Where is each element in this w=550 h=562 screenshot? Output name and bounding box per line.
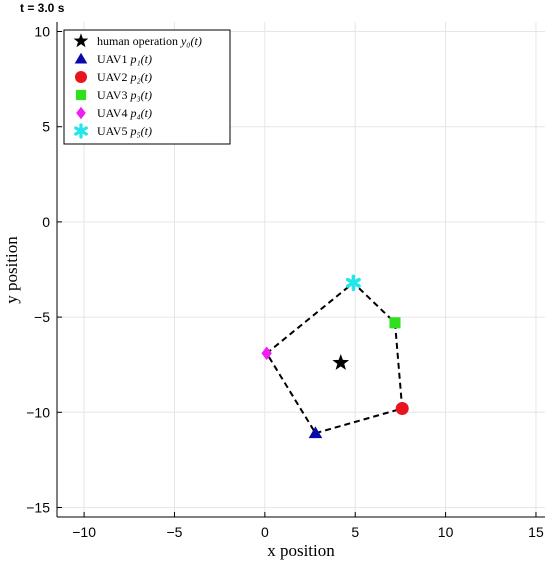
- x-tick-label: 15: [528, 524, 544, 540]
- marker-uav4: [261, 346, 272, 361]
- y-tick-label: 0: [42, 214, 50, 230]
- y-tick-label: 10: [34, 24, 50, 40]
- y-tick-label: 5: [42, 119, 50, 135]
- marker-human-operation-shape: [332, 353, 350, 370]
- legend-label-uav4: UAV4 p₄(t): [97, 106, 152, 120]
- legend-marker-uav1-shape: [74, 52, 88, 64]
- x-tick-label: 10: [438, 524, 454, 540]
- marker-uav1-shape: [308, 426, 323, 439]
- legend-marker-uav4: [76, 106, 86, 120]
- legend-marker-uav5-stroke: [74, 126, 88, 136]
- legend-label-uav3: UAV3 p₃(t): [97, 88, 152, 102]
- legend-label-uav2: UAV2 p₂(t): [97, 70, 152, 84]
- marker-uav2: [395, 401, 409, 415]
- marker-uav3-shape: [389, 317, 401, 329]
- legend-box: [63, 29, 231, 145]
- legend-marker-human-operation-shape: [73, 33, 89, 48]
- y-axis-title: y position: [2, 236, 21, 304]
- legend-marker-human-operation: [73, 33, 89, 48]
- legend-marker-uav3: [75, 89, 87, 101]
- formation-polygon: [265, 281, 404, 435]
- marker-uav3: [389, 317, 401, 329]
- legend: human operation y₀(t) UAV1 p₁(t) UAV2 p₂(t…: [63, 29, 231, 145]
- legend-marker-uav5: [74, 123, 88, 139]
- time-label: t = 3.0 s: [20, 1, 65, 15]
- legend-marker-uav3-shape: [75, 89, 87, 101]
- legend-marker-uav2-shape: [75, 71, 87, 83]
- marker-uav5-stroke: [345, 277, 361, 288]
- legend-marker-uav2: [75, 71, 87, 83]
- plot-frame: [56, 22, 545, 518]
- x-tick-label: 5: [351, 524, 359, 540]
- legend-marker-uav4-shape: [76, 106, 86, 120]
- legend-label-human-operation: human operation y₀(t): [97, 34, 202, 48]
- legend-label-uav5: UAV5 p₅(t): [97, 124, 152, 138]
- x-tick-label: 0: [261, 524, 269, 540]
- marker-uav4-shape: [261, 346, 272, 361]
- marker-uav5: [345, 274, 361, 292]
- formation-outline: [265, 281, 404, 435]
- legend-label-uav1: UAV1 p₁(t): [97, 52, 152, 66]
- marker-uav2-shape: [395, 401, 409, 415]
- marker-uav1: [308, 426, 323, 439]
- markers: [261, 274, 409, 439]
- legend-marker-uav1: [74, 52, 88, 64]
- y-tick-label: −15: [26, 499, 50, 515]
- y-tick-label: −5: [34, 309, 50, 325]
- x-tick-label: −5: [166, 524, 182, 540]
- tick-labels: −10 −5 0 5 10 15 −15 −10 −5 0 5 10: [26, 24, 544, 540]
- y-tick-label: −10: [26, 404, 50, 420]
- x-tick-label: −10: [72, 524, 96, 540]
- marker-human-operation: [332, 353, 350, 370]
- x-axis-title: x position: [267, 541, 335, 560]
